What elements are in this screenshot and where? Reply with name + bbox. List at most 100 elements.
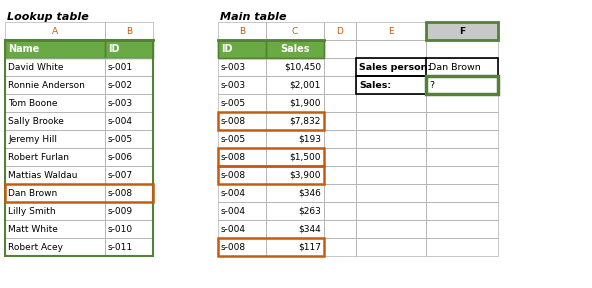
Bar bbox=[266, 22, 324, 40]
Bar bbox=[5, 112, 105, 130]
Text: s-004: s-004 bbox=[108, 117, 133, 126]
Bar bbox=[426, 220, 498, 238]
Bar bbox=[218, 166, 324, 184]
Text: D: D bbox=[337, 26, 343, 35]
Text: Name: Name bbox=[8, 44, 39, 54]
Bar bbox=[426, 202, 498, 220]
Bar bbox=[324, 76, 356, 94]
Bar bbox=[356, 130, 426, 148]
Text: $7,832: $7,832 bbox=[289, 117, 321, 126]
Bar bbox=[105, 58, 153, 76]
Bar bbox=[356, 58, 426, 76]
Bar bbox=[426, 166, 498, 184]
Bar bbox=[105, 166, 153, 184]
Bar bbox=[356, 184, 426, 202]
Text: s-005: s-005 bbox=[221, 98, 246, 107]
Bar bbox=[426, 184, 498, 202]
Bar bbox=[324, 202, 356, 220]
Bar bbox=[105, 166, 153, 184]
Bar bbox=[426, 40, 498, 58]
Text: Sales:: Sales: bbox=[359, 81, 391, 90]
Bar bbox=[356, 112, 426, 130]
Bar bbox=[426, 202, 498, 220]
Bar bbox=[324, 94, 356, 112]
Bar bbox=[356, 202, 426, 220]
Bar bbox=[356, 22, 426, 40]
Text: s-008: s-008 bbox=[221, 170, 246, 179]
Bar bbox=[266, 40, 324, 58]
Bar bbox=[324, 202, 356, 220]
Bar bbox=[5, 40, 153, 256]
Bar bbox=[266, 148, 324, 166]
Text: B: B bbox=[239, 26, 245, 35]
Text: s-002: s-002 bbox=[108, 81, 133, 90]
Text: s-004: s-004 bbox=[221, 206, 246, 215]
Bar bbox=[218, 220, 266, 238]
Bar bbox=[356, 94, 426, 112]
Bar bbox=[218, 40, 266, 58]
Bar bbox=[266, 40, 324, 58]
Bar bbox=[356, 130, 426, 148]
Bar bbox=[105, 22, 153, 40]
Text: F: F bbox=[459, 26, 465, 35]
Bar bbox=[5, 40, 105, 58]
Bar bbox=[218, 76, 266, 94]
Bar bbox=[426, 238, 498, 256]
Text: $117: $117 bbox=[298, 242, 321, 251]
Text: s-009: s-009 bbox=[108, 206, 133, 215]
Bar bbox=[218, 148, 266, 166]
Text: E: E bbox=[388, 26, 394, 35]
Bar bbox=[324, 130, 356, 148]
Bar bbox=[266, 58, 324, 76]
Bar bbox=[105, 184, 153, 202]
Bar bbox=[5, 220, 105, 238]
Bar bbox=[356, 202, 426, 220]
Bar bbox=[324, 58, 356, 76]
Text: Lilly Smith: Lilly Smith bbox=[8, 206, 56, 215]
Bar bbox=[324, 40, 356, 58]
Text: Dan Brown: Dan Brown bbox=[8, 189, 57, 198]
Text: Sales person:: Sales person: bbox=[359, 62, 431, 71]
Bar bbox=[266, 220, 324, 238]
Bar bbox=[356, 112, 426, 130]
Bar bbox=[356, 76, 426, 94]
Text: s-008: s-008 bbox=[221, 242, 246, 251]
Bar bbox=[426, 76, 498, 94]
Bar bbox=[218, 238, 266, 256]
Bar bbox=[105, 22, 153, 40]
Bar bbox=[105, 58, 153, 76]
Bar bbox=[266, 22, 324, 40]
Bar bbox=[426, 220, 498, 238]
Bar bbox=[5, 184, 105, 202]
Text: Robert Acey: Robert Acey bbox=[8, 242, 63, 251]
Bar bbox=[105, 76, 153, 94]
Bar bbox=[218, 112, 266, 130]
Bar bbox=[5, 148, 105, 166]
Bar bbox=[324, 148, 356, 166]
Bar bbox=[426, 112, 498, 130]
Text: Lookup table: Lookup table bbox=[7, 12, 89, 22]
Bar bbox=[218, 202, 266, 220]
Text: s-005: s-005 bbox=[221, 134, 246, 143]
Bar bbox=[426, 184, 498, 202]
Bar bbox=[266, 112, 324, 130]
Bar bbox=[324, 166, 356, 184]
Bar bbox=[5, 202, 105, 220]
Bar bbox=[218, 238, 266, 256]
Bar bbox=[218, 94, 266, 112]
Bar bbox=[266, 184, 324, 202]
Text: $1,500: $1,500 bbox=[289, 153, 321, 162]
Bar bbox=[5, 76, 105, 94]
Text: ?: ? bbox=[429, 81, 434, 90]
Text: Jeremy Hill: Jeremy Hill bbox=[8, 134, 57, 143]
Text: s-008: s-008 bbox=[221, 153, 246, 162]
Bar bbox=[324, 94, 356, 112]
Bar bbox=[426, 130, 498, 148]
Bar bbox=[266, 94, 324, 112]
Text: s-008: s-008 bbox=[108, 189, 133, 198]
Bar bbox=[324, 22, 356, 40]
Bar bbox=[105, 112, 153, 130]
Bar bbox=[5, 22, 105, 40]
Bar bbox=[5, 202, 105, 220]
Bar bbox=[426, 76, 498, 94]
